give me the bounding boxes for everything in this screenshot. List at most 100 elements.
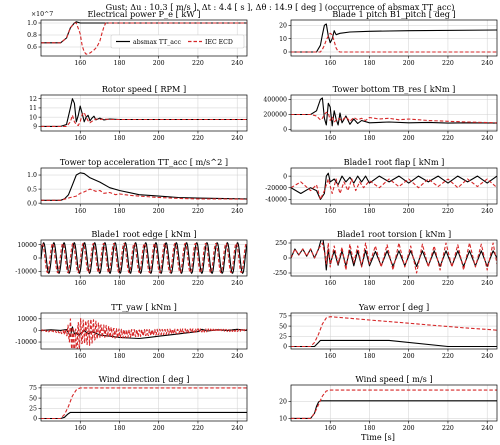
x-tick-label: 180	[114, 208, 126, 215]
panel-5: Tower top acceleration TT_acc [ m/s^2 ] 0…	[27, 157, 248, 215]
x-tick-label: 180	[114, 353, 126, 360]
x-tick-label: 200	[403, 425, 415, 432]
panel-title: Blade1 root edge [ kNm ]	[91, 229, 196, 239]
x-tick-label: 160	[74, 425, 86, 432]
plot-frame	[40, 19, 248, 57]
panel-title: Wind speed [ m/s ]	[355, 374, 432, 384]
panel-title: Blade1 root torsion [ kNm ]	[337, 229, 451, 239]
x-tick-label: 220	[192, 135, 204, 142]
x-tick-label: 200	[403, 60, 415, 67]
y-tick-label: 0	[33, 328, 37, 335]
x-tick-label: 220	[192, 208, 204, 215]
series-iec-line	[291, 242, 497, 274]
x-tick-label: 180	[114, 280, 126, 287]
plot-frame	[290, 384, 498, 422]
x-tick-label: 180	[114, 60, 126, 67]
y-tick-label: 0.0	[27, 200, 37, 207]
y-tick-label: 75	[279, 313, 287, 320]
y-tick-label: 10	[279, 36, 287, 43]
x-tick-label: 200	[403, 135, 415, 142]
panels-group: Electrical power P_e [ kW ] 0.6 0.8 1.0 160 1…	[15, 9, 498, 432]
x-tick-label: 180	[364, 208, 376, 215]
plot-frame	[40, 312, 248, 350]
panel-10: Yaw error [ deg ] 0 25 50 75 160 180 200 220 240	[279, 302, 498, 360]
series-iec-line	[291, 316, 497, 348]
series-absmax-line	[291, 240, 497, 271]
panel-title: Wind direction [ deg ]	[99, 374, 190, 384]
figure-suptitle: Gust: Δu : 10.3 [ m/s ], Δt : 4.4 [ s ],…	[106, 2, 455, 12]
x-tick-label: 220	[192, 425, 204, 432]
series-iec-line	[291, 111, 497, 124]
x-tick-label: 220	[442, 280, 454, 287]
series-absmax-line	[41, 98, 247, 127]
x-tick-label: 240	[231, 208, 243, 215]
y-tick-label: 0.8	[27, 32, 37, 39]
y-tick-label: -20000	[265, 185, 287, 192]
x-tick-label: 160	[324, 280, 336, 287]
panel-8: Blade1 root torsion [ kNm ] -250 0 250 160 18…	[273, 229, 498, 287]
series-group	[291, 23, 497, 53]
x-tick-label: 180	[364, 280, 376, 287]
y-tick-label: 250	[275, 240, 287, 247]
legend-label: IEC ECD	[205, 39, 233, 46]
x-tick-label: 220	[442, 208, 454, 215]
y-tick-label: 0.6	[27, 44, 37, 51]
series-iec-line	[291, 389, 497, 419]
y-tick-label: 400000	[263, 97, 287, 104]
y-tick-label: -10000	[15, 339, 37, 346]
x-tick-label: 240	[481, 353, 493, 360]
x-tick-label: 160	[324, 353, 336, 360]
x-tick-label: 220	[442, 135, 454, 142]
x-tick-label: 180	[364, 425, 376, 432]
series-absmax-line	[41, 172, 247, 201]
y-tick-label: 50	[279, 323, 287, 330]
x-tick-label: 160	[324, 135, 336, 142]
y-tick-label: 200000	[263, 112, 287, 119]
y-tick-label: 0	[33, 255, 37, 262]
y-tick-label: 12	[29, 96, 37, 103]
y-tick-label: 11	[29, 105, 37, 112]
y-tick-label: 10	[29, 114, 37, 121]
series-absmax-line	[41, 242, 247, 274]
y-tick-label: 0.5	[27, 186, 37, 193]
x-tick-label: 240	[231, 353, 243, 360]
panel-title: Electrical power P_e [ kW ]	[87, 9, 200, 19]
y-tick-label: 0	[283, 49, 287, 56]
x-tick-label: 240	[231, 60, 243, 67]
series-iec-line	[291, 32, 497, 53]
x-tick-label: 200	[153, 60, 165, 67]
y-tick-label: 0	[283, 344, 287, 351]
x-tick-label: 220	[442, 353, 454, 360]
y-tick-label: -10000	[15, 269, 37, 276]
y-tick-label: 10000	[17, 242, 37, 249]
series-group	[291, 240, 497, 274]
y-tick-label: 0	[283, 255, 287, 262]
legend: absmax TT_acc IEC ECD	[110, 34, 245, 49]
y-tick-label: 0	[33, 416, 37, 423]
x-tick-label: 160	[324, 208, 336, 215]
panel-11: Wind direction [ deg ] 0 25 50 75 160 180 200 22…	[29, 374, 248, 432]
x-tick-label: 240	[231, 425, 243, 432]
panel-title: Rotor speed [ RPM ]	[102, 84, 186, 94]
x-tick-label: 200	[153, 135, 165, 142]
x-tick-label: 160	[74, 208, 86, 215]
x-tick-label: 180	[364, 60, 376, 67]
panel-7: Blade1 root edge [ kNm ] -10000 0 10000 160 1…	[15, 229, 248, 287]
panel-12: Wind speed [ m/s ] 10 20 160 180 200 220 240	[279, 374, 498, 432]
plot-frame	[40, 167, 248, 205]
y-tick-label: 1.0	[27, 20, 37, 27]
plot-frame	[290, 312, 498, 350]
x-tick-label: 180	[364, 135, 376, 142]
x-tick-label: 240	[481, 60, 493, 67]
plot-frame	[290, 94, 498, 132]
x-tick-label: 160	[74, 135, 86, 142]
series-group	[41, 172, 247, 201]
y-offset-label: ×10^7	[31, 11, 53, 18]
series-group	[41, 98, 247, 127]
y-tick-label: 20	[279, 398, 287, 405]
x-tick-label: 220	[442, 425, 454, 432]
x-tick-label: 220	[442, 60, 454, 67]
series-group	[41, 318, 247, 349]
panel-title: Blade1 root flap [ kNm ]	[344, 157, 445, 167]
x-axis-label: Time [s]	[361, 432, 395, 442]
